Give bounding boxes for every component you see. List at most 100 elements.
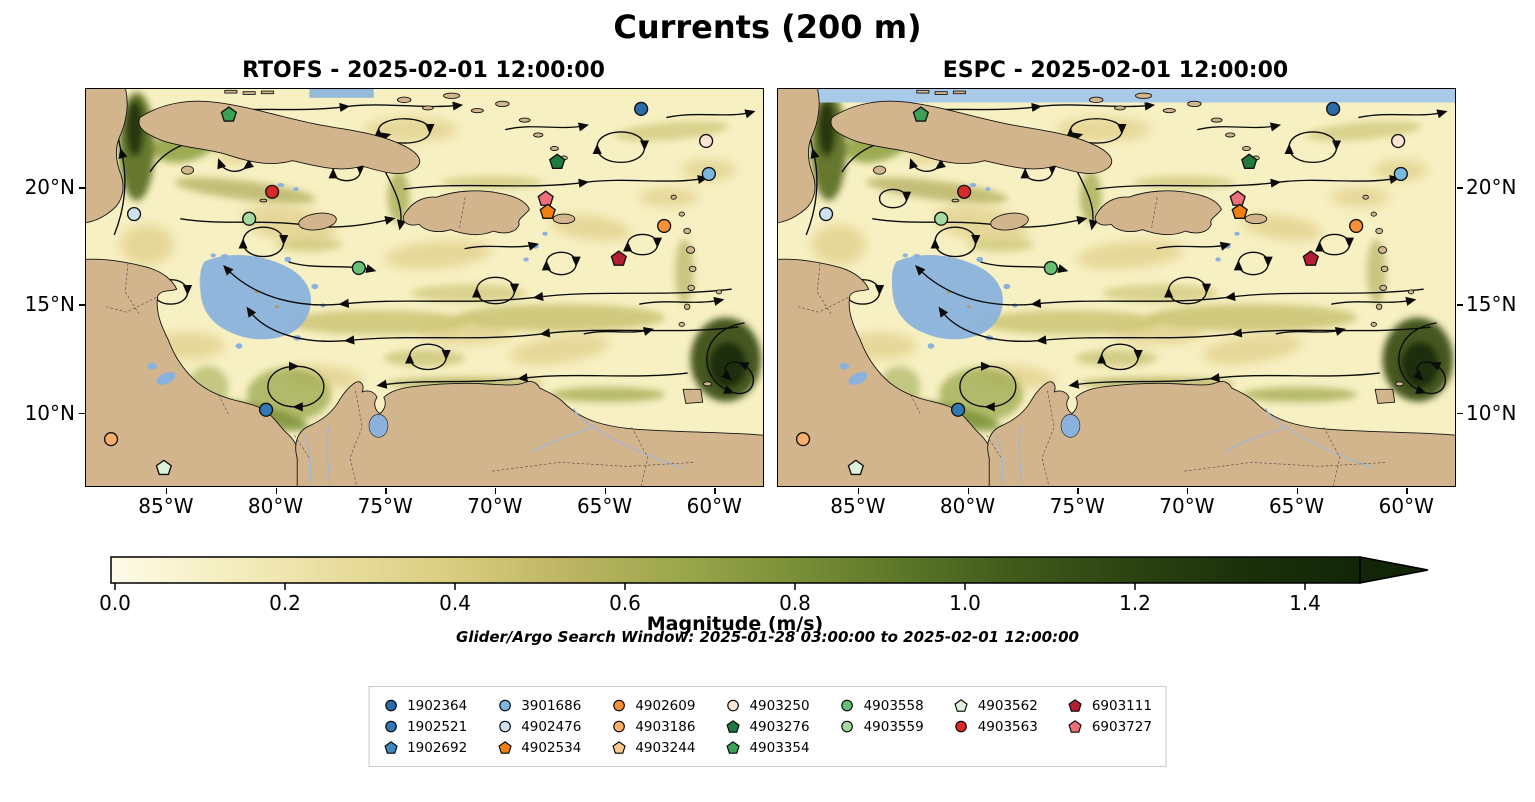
legend-label: 1902692: [407, 739, 468, 756]
legend-column: 6903111 6903727: [1068, 695, 1152, 758]
legend-marker-pentagon-icon: [725, 740, 740, 755]
legend-label: 1902364: [407, 697, 468, 714]
map-rtofs-canvas: [86, 89, 763, 486]
map-espc: 85°W 80°W 75°W 70°W 65°W 60°W 20°N 15°N 10°N: [777, 88, 1516, 518]
legend-column: 1902364 1902521 1902692: [383, 695, 467, 758]
legend-entry-4903558: 4903558: [840, 695, 924, 716]
x-tick-mark: [857, 487, 860, 494]
legend-label: 4902476: [521, 718, 582, 735]
legend-label: 3901686: [521, 697, 582, 714]
legend-label: 4902534: [521, 739, 582, 756]
legend-label: 1902521: [407, 718, 468, 735]
x-tick-label: 80°W: [247, 494, 304, 518]
y-tick-label: 10°N: [24, 400, 75, 425]
legend-entry-4903244: 4903244: [611, 737, 695, 758]
y-tick-mark: [78, 187, 85, 189]
legend-entry-6903111: 6903111: [1068, 695, 1152, 716]
panel-espc: ESPC - 2025-02-01 12:00:00 85°W 80°W 75°W 7…: [777, 58, 1516, 518]
colorbar-tick-label: 0.4: [439, 591, 471, 615]
x-tick-label: 85°W: [138, 494, 194, 518]
legend-entry-4903354: 4903354: [725, 737, 810, 758]
legend-marker-circle-icon: [383, 719, 398, 734]
figure-title: Currents (200 m): [613, 8, 922, 46]
x-tick-mark: [714, 487, 716, 494]
legend-column: 4902609 4903186 4903244: [611, 695, 695, 758]
panel-rtofs-title: RTOFS - 2025-02-01 12:00:00: [242, 58, 605, 83]
colorbar-tick-label: 0.8: [779, 591, 811, 615]
colorbar-tick-label: 1.0: [949, 591, 981, 615]
legend-marker-pentagon-icon: [611, 740, 626, 755]
colorbar-ticks: 0.0 0.2 0.4 0.6 0.8 1.0 1.2 1.4: [99, 591, 1365, 615]
legend-marker-circle-icon: [497, 719, 512, 734]
legend-entry-4903186: 4903186: [611, 716, 695, 737]
legend-label: 4903559: [863, 718, 924, 735]
x-tick-label: 70°W: [1159, 494, 1215, 518]
legend-marker-pentagon-icon: [954, 698, 969, 713]
x-tick-mark: [1406, 487, 1408, 494]
panel-espc-title: ESPC - 2025-02-01 12:00:00: [942, 58, 1289, 83]
legend-column: 4903558 4903559: [840, 695, 924, 758]
legend-marker-pentagon-icon: [497, 740, 512, 755]
colorbar-label: Magnitude (m/s): [646, 613, 824, 635]
legend-marker-circle-icon: [611, 719, 626, 734]
x-tick-mark: [385, 487, 387, 494]
legend-label: 4903250: [749, 697, 810, 714]
legend-marker-pentagon-icon: [725, 719, 740, 734]
legend-label: 4903186: [635, 718, 696, 735]
colorbar-tick-label: 0.2: [269, 591, 301, 615]
legend-marker-circle-icon: [840, 698, 855, 713]
legend-label: 6903111: [1091, 697, 1152, 714]
x-tick-mark: [1186, 487, 1189, 494]
legend-label: 4903244: [635, 739, 696, 756]
legend-marker-circle-icon: [954, 719, 969, 734]
x-tick-label: 65°W: [576, 494, 633, 518]
y-tick-mark: [1456, 412, 1463, 415]
y-tick-mark: [78, 412, 85, 415]
legend-column: 4903562 4903563: [954, 695, 1038, 758]
legend-column: 3901686 4902476 4902534: [497, 695, 581, 758]
legend-marker-pentagon-icon: [1068, 698, 1083, 713]
x-tick-label: 70°W: [467, 494, 523, 518]
x-tick-mark: [494, 487, 497, 494]
x-tick-label: 60°W: [686, 494, 742, 518]
legend-entry-4902476: 4902476: [497, 716, 581, 737]
legend-entry-1902521: 1902521: [383, 716, 467, 737]
x-tick-label: 60°W: [1378, 494, 1434, 518]
y-tick-label: 10°N: [1466, 400, 1517, 425]
legend-entry-3901686: 3901686: [497, 695, 581, 716]
legend-entry-4903563: 4903563: [954, 716, 1038, 737]
legend-marker-circle-icon: [611, 698, 626, 713]
x-tick-label: 85°W: [830, 494, 886, 518]
legend-marker-circle-icon: [383, 698, 398, 713]
y-tick-label: 20°N: [1466, 175, 1517, 200]
colorbar-tick-label: 1.4: [1289, 591, 1321, 615]
y-tick-mark: [1456, 304, 1463, 306]
legend-entry-1902364: 1902364: [383, 695, 467, 716]
x-tick-mark: [275, 487, 278, 494]
legend-label: 4902609: [635, 697, 696, 714]
legend-entry-4903559: 4903559: [840, 716, 924, 737]
legend-entry-4902534: 4902534: [497, 737, 581, 758]
colorbar: [110, 556, 1429, 590]
legend-entry-1902692: 1902692: [383, 737, 467, 758]
map-rtofs: 85°W 80°W 75°W 70°W 65°W 60°W 20°N 15°N 10°N: [25, 88, 764, 518]
y-tick-mark: [1456, 187, 1463, 189]
legend-marker-circle-icon: [840, 719, 855, 734]
legend-entry-6903727: 6903727: [1068, 716, 1152, 737]
colorbar-tick-label: 0.6: [609, 591, 641, 615]
x-tick-mark: [1077, 487, 1079, 494]
map-espc-canvas: [778, 89, 1455, 486]
colorbar-tick-label: 1.2: [1119, 591, 1151, 615]
legend-entry-4903276: 4903276: [725, 716, 810, 737]
legend-entry-4903562: 4903562: [954, 695, 1038, 716]
x-tick-label: 75°W: [1049, 494, 1105, 518]
legend-label: 4903562: [977, 697, 1038, 714]
legend: 1902364 1902521 1902692 3901686 4902476 49025…: [368, 686, 1167, 767]
legend-label: 6903727: [1091, 718, 1152, 735]
legend-label: 4903558: [863, 697, 924, 714]
legend-marker-pentagon-icon: [383, 740, 398, 755]
legend-label: 4903276: [749, 718, 810, 735]
legend-column: 4903250 4903276 4903354: [725, 695, 810, 758]
legend-entry-4902609: 4902609: [611, 695, 695, 716]
